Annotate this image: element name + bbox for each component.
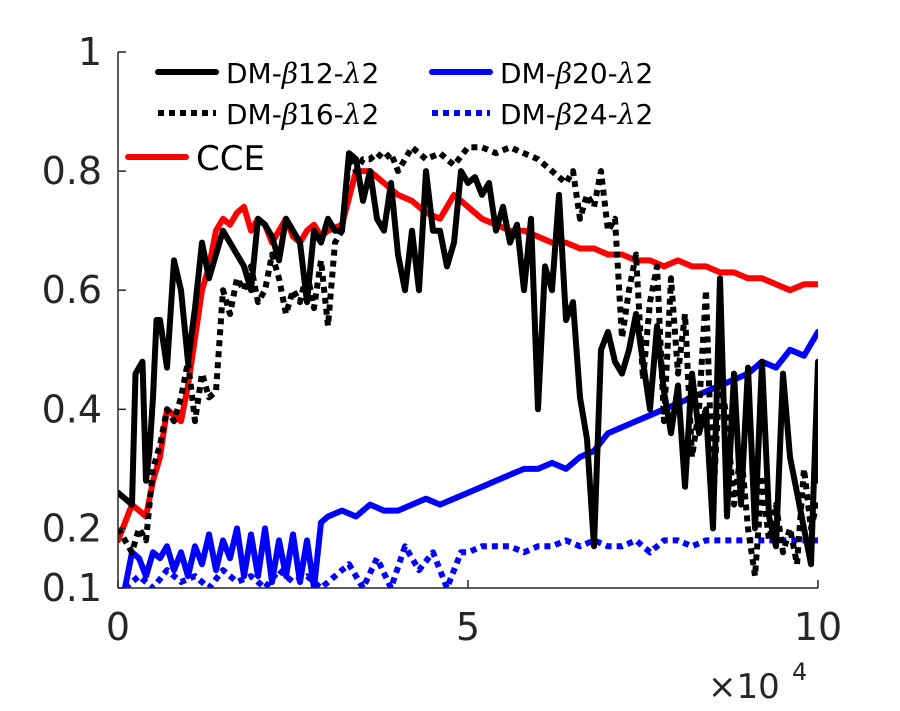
x-tick-label: 5 (456, 605, 480, 649)
legend: DM-β12-λ2 DM-β20-λ2 DM-β16-λ2 DM-β24-λ2 CCE (125, 57, 653, 179)
y-tick-label: 0.8 (42, 149, 102, 193)
x-tick-label: 10 (794, 605, 842, 649)
series-line-3 (123, 537, 818, 588)
y-tick-label: 1 (78, 30, 102, 74)
series-layer (118, 144, 818, 588)
series-line-4 (118, 168, 818, 544)
ticks-layer: 0 5 10 0.1 0.2 0.4 0.6 0.8 1 (42, 30, 843, 649)
series-line-0 (118, 150, 818, 568)
y-tick-label: 0.1 (42, 566, 102, 610)
y-tick-label: 0.6 (42, 268, 102, 312)
legend-entry-label: CCE (196, 139, 265, 179)
legend-entry-label: DM-β12-λ2 (226, 57, 379, 90)
legend-entry-label: DM-β20-λ2 (500, 57, 653, 90)
x-multiplier-exponent: 4 (792, 658, 807, 686)
x-multiplier-label: ×10 (708, 667, 780, 707)
y-tick-label: 0.2 (42, 506, 102, 550)
legend-entry-label: DM-β24-λ2 (500, 98, 653, 131)
legend-entry-label: DM-β16-λ2 (226, 98, 379, 131)
x-multiplier: ×10 4 (708, 658, 807, 707)
x-tick-label: 0 (106, 605, 130, 649)
y-tick-label: 0.4 (42, 387, 102, 431)
